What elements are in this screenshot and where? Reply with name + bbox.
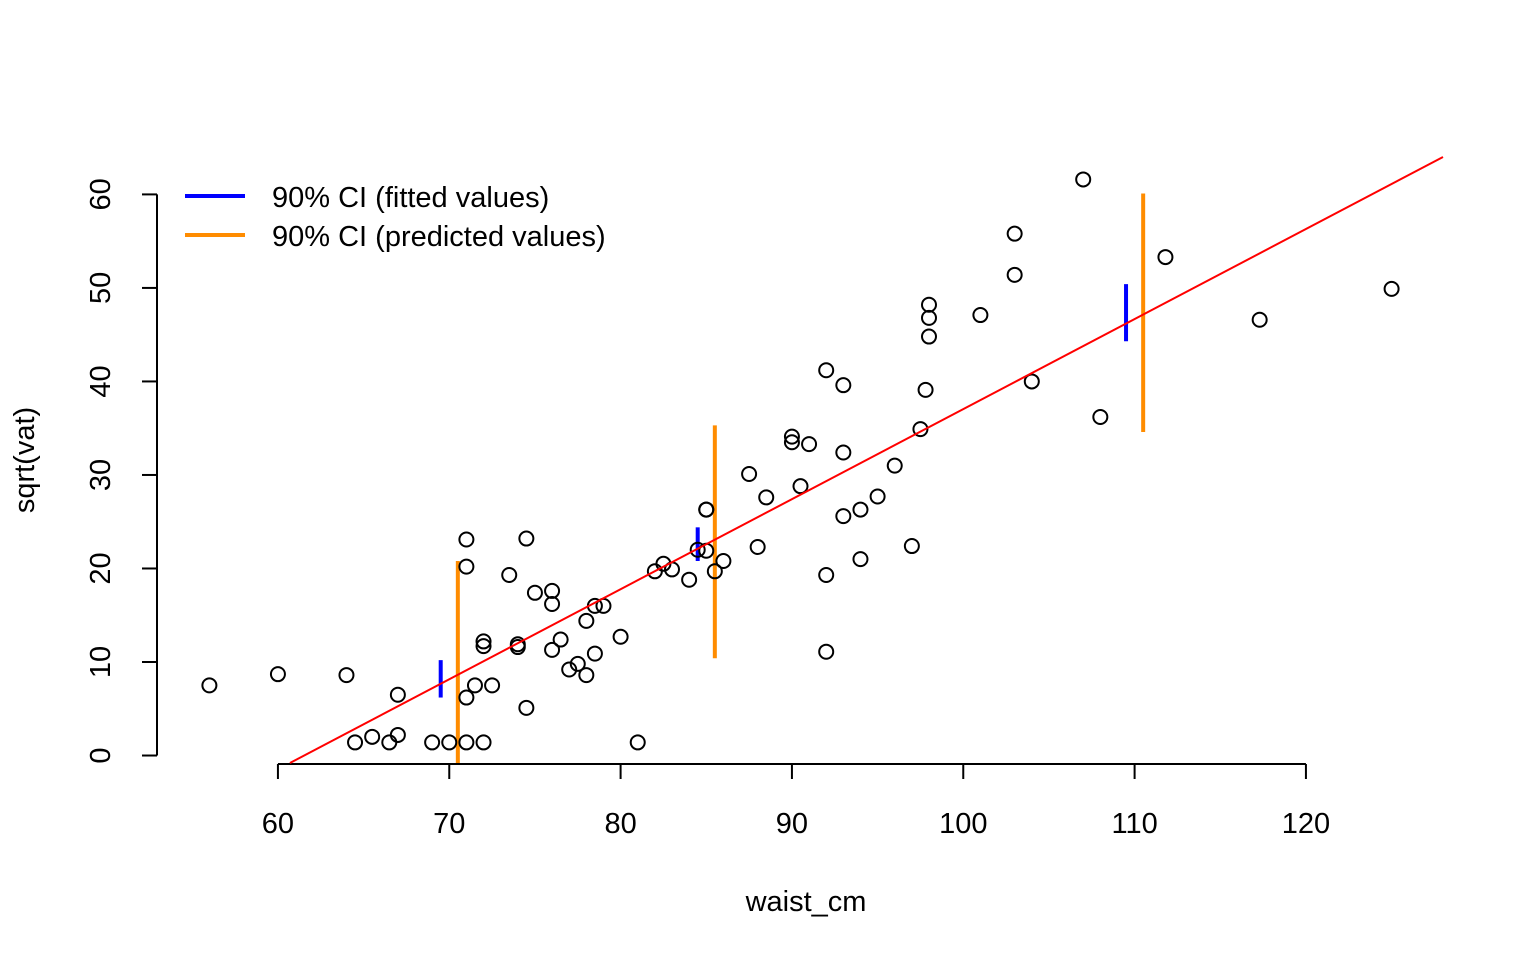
data-point (518, 530, 535, 547)
legend-label-fitted: 90% CI (fitted values) (272, 182, 549, 214)
data-point (921, 296, 937, 313)
x-tick-label: 80 (604, 808, 636, 840)
data-point (578, 667, 595, 684)
x-tick-label: 120 (1282, 808, 1330, 840)
data-point (544, 582, 561, 599)
data-point (364, 728, 381, 745)
y-tick-label: 20 (85, 552, 117, 584)
x-tick-label: 90 (776, 808, 808, 840)
regression-line (289, 156, 1444, 764)
data-point (1006, 266, 1023, 283)
ci-predicted-bars (455, 193, 1146, 763)
data-point (783, 428, 800, 445)
data-point (835, 377, 852, 394)
data-point (458, 558, 475, 575)
y-tick-label: 40 (85, 365, 117, 397)
data-point (758, 489, 775, 506)
ci-fitted-bars (438, 284, 1129, 698)
y-tick-label: 0 (85, 747, 117, 763)
data-point (561, 661, 578, 678)
data-point (501, 567, 518, 584)
legend-label-predicted: 90% CI (predicted values) (272, 221, 606, 253)
x-tick-label: 110 (1111, 808, 1157, 840)
data-point (741, 466, 758, 483)
data-point (1023, 373, 1040, 390)
data-point (201, 677, 218, 694)
data-point (706, 563, 723, 580)
data-point (269, 666, 286, 683)
data-point (458, 689, 475, 706)
data-point (972, 307, 989, 324)
data-point (526, 584, 543, 601)
data-point (869, 488, 886, 505)
data-point (1157, 249, 1174, 266)
data-point (544, 596, 561, 613)
data-point (715, 553, 732, 569)
data-point (1383, 280, 1400, 297)
data-point (689, 541, 706, 558)
data-point (818, 643, 835, 660)
y-tick-label: 30 (85, 459, 117, 491)
data-point (792, 478, 809, 495)
data-point (835, 508, 852, 525)
data-point (912, 421, 929, 438)
y-tick-label: 10 (85, 646, 117, 678)
data-point (818, 362, 835, 379)
data-point (475, 734, 492, 751)
data-point (1251, 311, 1268, 328)
data-point (1092, 408, 1109, 425)
data-point (783, 434, 800, 451)
data-point (389, 686, 406, 703)
data-point (578, 612, 595, 629)
data-point (852, 501, 869, 518)
data-point (484, 677, 501, 694)
data-point (569, 655, 586, 672)
data-point (458, 734, 475, 751)
data-point (612, 628, 629, 645)
y-axis: 0 10 20 30 40 50 60 (85, 178, 158, 764)
data-point (1006, 225, 1023, 242)
data-point (475, 638, 492, 655)
y-tick-label: 60 (85, 178, 117, 210)
legend: 90% CI (fitted values) 90% CI (predicted… (185, 182, 606, 253)
y-tick-label: 50 (85, 272, 117, 304)
data-point (586, 645, 603, 662)
data-point (801, 436, 818, 453)
data-points (201, 171, 1400, 751)
y-axis-label: sqrt(vat) (9, 407, 41, 513)
data-point (921, 309, 937, 326)
data-point (629, 734, 646, 751)
data-point (338, 667, 355, 684)
data-point (544, 641, 561, 658)
x-axis: 60 70 80 90 100 110 120 (262, 763, 1330, 840)
data-point (552, 631, 569, 648)
data-point (458, 531, 475, 548)
regression-line-group (289, 156, 1444, 764)
x-tick-label: 60 (262, 808, 294, 840)
data-point (441, 734, 458, 751)
data-point (698, 501, 715, 518)
x-axis-label: waist_cm (745, 886, 867, 918)
x-tick-label: 70 (433, 808, 465, 840)
data-point (852, 551, 869, 568)
data-point (681, 571, 698, 588)
data-point (903, 538, 920, 555)
data-point (466, 677, 483, 694)
x-tick-label: 100 (939, 808, 987, 840)
data-point (917, 381, 934, 398)
data-point (381, 734, 398, 751)
data-point (921, 328, 937, 345)
data-point (886, 457, 903, 474)
data-point (835, 444, 852, 461)
data-point (749, 538, 766, 555)
data-point (347, 734, 364, 751)
data-point (1075, 171, 1092, 188)
data-point (389, 726, 406, 743)
data-point (475, 633, 492, 650)
data-point (424, 734, 441, 751)
data-point (818, 567, 835, 584)
data-point (518, 699, 535, 716)
